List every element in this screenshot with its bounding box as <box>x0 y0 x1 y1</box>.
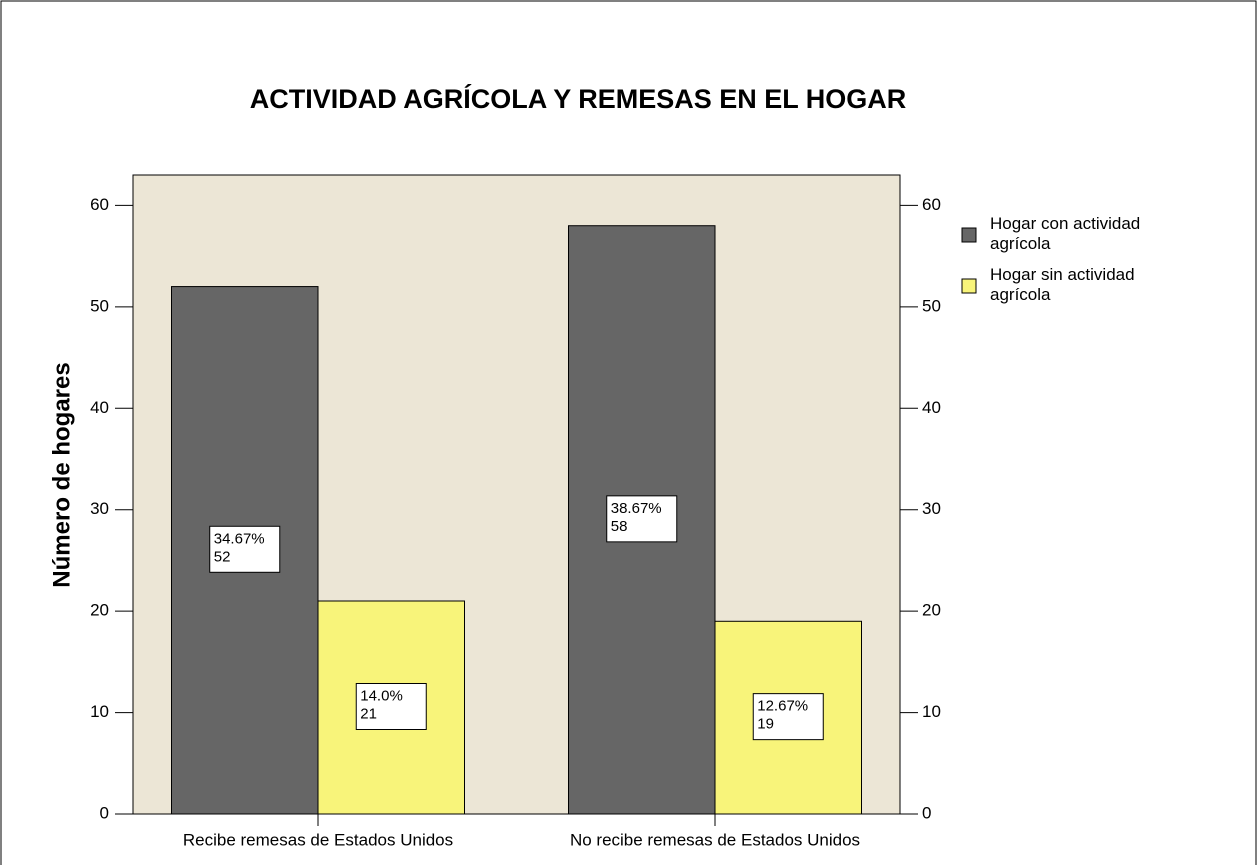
data-label: 52 <box>214 548 231 565</box>
legend-label: Hogar con actividad agrícola <box>990 214 1141 253</box>
y-tick-label: 30 <box>90 499 109 518</box>
y2-tick-label: 50 <box>922 296 941 315</box>
x-tick-label: Recibe remesas de Estados Unidos <box>183 830 453 849</box>
data-label-box <box>209 525 281 573</box>
y2-tick-label: 30 <box>922 499 941 518</box>
y2-tick-label: 0 <box>922 803 931 822</box>
legend-swatch <box>961 227 977 243</box>
y-tick-label: 40 <box>90 398 109 417</box>
data-label: 19 <box>757 716 774 733</box>
data-label-percent: 38.67% <box>611 500 662 517</box>
y2-tick-label: 40 <box>922 398 941 417</box>
y2-tick-label: 20 <box>922 601 941 620</box>
legend-item: Hogar sin actividad agrícola <box>990 265 1135 304</box>
x-tick-label: No recibe remesas de Estados Unidos <box>570 830 860 849</box>
y-tick-label: 20 <box>90 601 109 620</box>
y-tick-label: 50 <box>90 296 109 315</box>
data-label-percent: 34.67% <box>214 530 265 547</box>
chart-title: ACTIVIDAD AGRÍCOLA Y REMESAS EN EL HOGAR <box>250 83 907 114</box>
y-tick-label: 0 <box>100 803 109 822</box>
data-label-percent: 14.0% <box>360 687 403 704</box>
legend-item: Hogar con actividad agrícola <box>990 214 1141 253</box>
data-label: 58 <box>611 518 628 535</box>
data-label-box <box>752 693 824 741</box>
legend-label: Hogar sin actividad agrícola <box>990 265 1135 304</box>
y2-tick-label: 10 <box>922 702 941 721</box>
data-label: 21 <box>360 705 377 722</box>
data-label-box <box>606 495 678 543</box>
legend-swatch <box>961 278 977 294</box>
data-label-box <box>355 683 427 730</box>
y-tick-label: 60 <box>90 195 109 214</box>
y-axis-label: Número de hogares <box>48 362 75 587</box>
y2-tick-label: 60 <box>922 195 941 214</box>
y-tick-label: 10 <box>90 702 109 721</box>
data-label-percent: 12.67% <box>757 698 808 715</box>
